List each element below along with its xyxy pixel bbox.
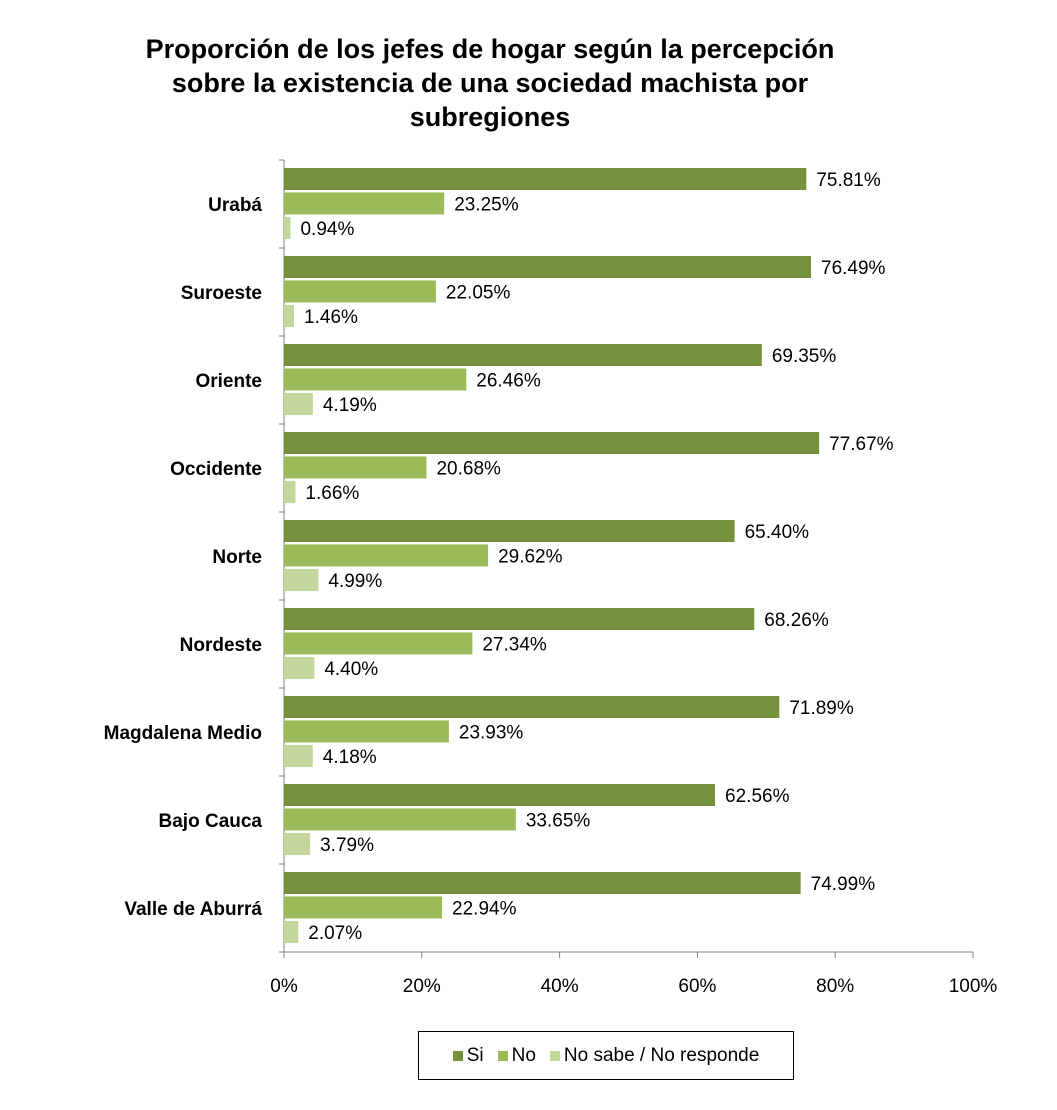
data-label-no-sabe-no-responde-magdalena-medio: 4.18%: [323, 747, 377, 768]
data-label-no-norte: 29.62%: [498, 547, 563, 568]
bar-si-norte: [284, 520, 735, 542]
legend-item-no-sabe: No sabe / No responde: [549, 1044, 760, 1067]
x-tick-label: 0%: [270, 976, 298, 997]
bar-si-valle-de-aburra: [284, 872, 801, 894]
data-label-si-suroeste: 76.49%: [821, 258, 886, 279]
chart-legend: Si No No sabe / No responde: [418, 1031, 794, 1080]
legend-item-no: No: [497, 1044, 536, 1067]
bar-si-magdalena-medio: [284, 696, 780, 718]
bar-no-occidente: [284, 456, 427, 479]
legend-swatch-no-sabe: [549, 1050, 560, 1061]
bar-no-sabe-no-responde-oriente: [284, 393, 313, 415]
data-label-no-uraba: 23.25%: [454, 195, 519, 216]
data-label-si-oriente: 69.35%: [772, 346, 837, 367]
category-label-uraba: Urabá: [208, 195, 262, 216]
bar-si-oriente: [284, 344, 762, 366]
bar-no-sabe-no-responde-uraba: [284, 217, 291, 239]
category-label-magdalena-medio: Magdalena Medio: [104, 723, 262, 744]
x-tick-label: 40%: [541, 976, 579, 997]
data-label-no-suroeste: 22.05%: [446, 283, 511, 304]
chart-title-line-2: sobre la existencia de una sociedad mach…: [171, 68, 809, 98]
chart-title-line-1: Proporción de los jefes de hogar según l…: [145, 34, 835, 64]
bar-no-oriente: [284, 368, 467, 391]
legend-label-no-sabe: No sabe / No responde: [563, 1044, 760, 1066]
chart-title: Proporción de los jefes de hogar según l…: [80, 32, 900, 134]
category-label-oriente: Oriente: [195, 371, 262, 392]
data-label-si-valle-de-aburra: 74.99%: [811, 874, 876, 895]
bar-no-uraba: [284, 192, 445, 215]
legend-swatch-no: [497, 1050, 508, 1061]
bar-no-bajo-cauca: [284, 808, 516, 831]
data-label-no-sabe-no-responde-valle-de-aburra: 2.07%: [308, 923, 362, 944]
data-label-no-sabe-no-responde-nordeste: 4.40%: [324, 659, 378, 680]
data-label-si-nordeste: 68.26%: [764, 610, 829, 631]
category-label-nordeste: Nordeste: [180, 635, 262, 656]
data-label-no-occidente: 20.68%: [436, 459, 501, 480]
category-label-valle-de-aburra: Valle de Aburrá: [124, 899, 262, 920]
x-tick-label: 20%: [403, 976, 441, 997]
chart-title-line-3: subregiones: [409, 102, 571, 132]
bar-no-norte: [284, 544, 489, 567]
bar-no-sabe-no-responde-occidente: [284, 481, 296, 503]
bar-no-sabe-no-responde-suroeste: [284, 305, 295, 327]
data-label-no-sabe-no-responde-bajo-cauca: 3.79%: [320, 835, 374, 856]
legend-item-si: Si: [452, 1044, 484, 1067]
bar-si-occidente: [284, 432, 820, 454]
bar-no-sabe-no-responde-norte: [284, 569, 319, 591]
x-tick-label: 100%: [949, 976, 998, 997]
data-label-si-occidente: 77.67%: [829, 434, 894, 455]
bar-si-suroeste: [284, 256, 812, 278]
data-label-no-sabe-no-responde-oriente: 4.19%: [323, 395, 377, 416]
data-label-no-sabe-no-responde-occidente: 1.66%: [305, 483, 359, 504]
data-label-no-magdalena-medio: 23.93%: [459, 723, 524, 744]
data-label-no-oriente: 26.46%: [476, 371, 541, 392]
data-label-no-sabe-no-responde-suroeste: 1.46%: [304, 307, 358, 328]
category-label-bajo-cauca: Bajo Cauca: [159, 811, 263, 832]
bar-no-nordeste: [284, 632, 473, 655]
bar-no-valle-de-aburra: [284, 896, 443, 919]
data-label-no-nordeste: 27.34%: [482, 635, 547, 656]
bar-no-sabe-no-responde-valle-de-aburra: [284, 921, 299, 943]
data-label-no-bajo-cauca: 33.65%: [526, 811, 591, 832]
category-label-norte: Norte: [212, 547, 262, 568]
legend-label-si: Si: [466, 1044, 484, 1066]
bar-no-sabe-no-responde-magdalena-medio: [284, 745, 313, 767]
bar-no-suroeste: [284, 280, 436, 303]
legend-label-no: No: [511, 1044, 536, 1066]
category-label-occidente: Occidente: [170, 459, 262, 480]
category-label-suroeste: Suroeste: [181, 283, 262, 304]
data-label-si-magdalena-medio: 71.89%: [789, 698, 854, 719]
data-label-no-valle-de-aburra: 22.94%: [452, 899, 517, 920]
data-label-no-sabe-no-responde-norte: 4.99%: [328, 571, 382, 592]
x-tick-label: 60%: [678, 976, 716, 997]
x-tick-label: 80%: [816, 976, 854, 997]
legend-swatch-si: [452, 1050, 463, 1061]
bar-si-bajo-cauca: [284, 784, 716, 806]
bar-no-sabe-no-responde-bajo-cauca: [284, 833, 311, 855]
bar-no-magdalena-medio: [284, 720, 449, 743]
bar-si-uraba: [284, 168, 807, 190]
bar-no-sabe-no-responde-nordeste: [284, 657, 315, 679]
data-label-si-norte: 65.40%: [745, 522, 810, 543]
data-label-si-bajo-cauca: 62.56%: [725, 786, 790, 807]
bar-si-nordeste: [284, 608, 755, 630]
data-label-si-uraba: 75.81%: [816, 170, 881, 191]
data-label-no-sabe-no-responde-uraba: 0.94%: [300, 219, 354, 240]
